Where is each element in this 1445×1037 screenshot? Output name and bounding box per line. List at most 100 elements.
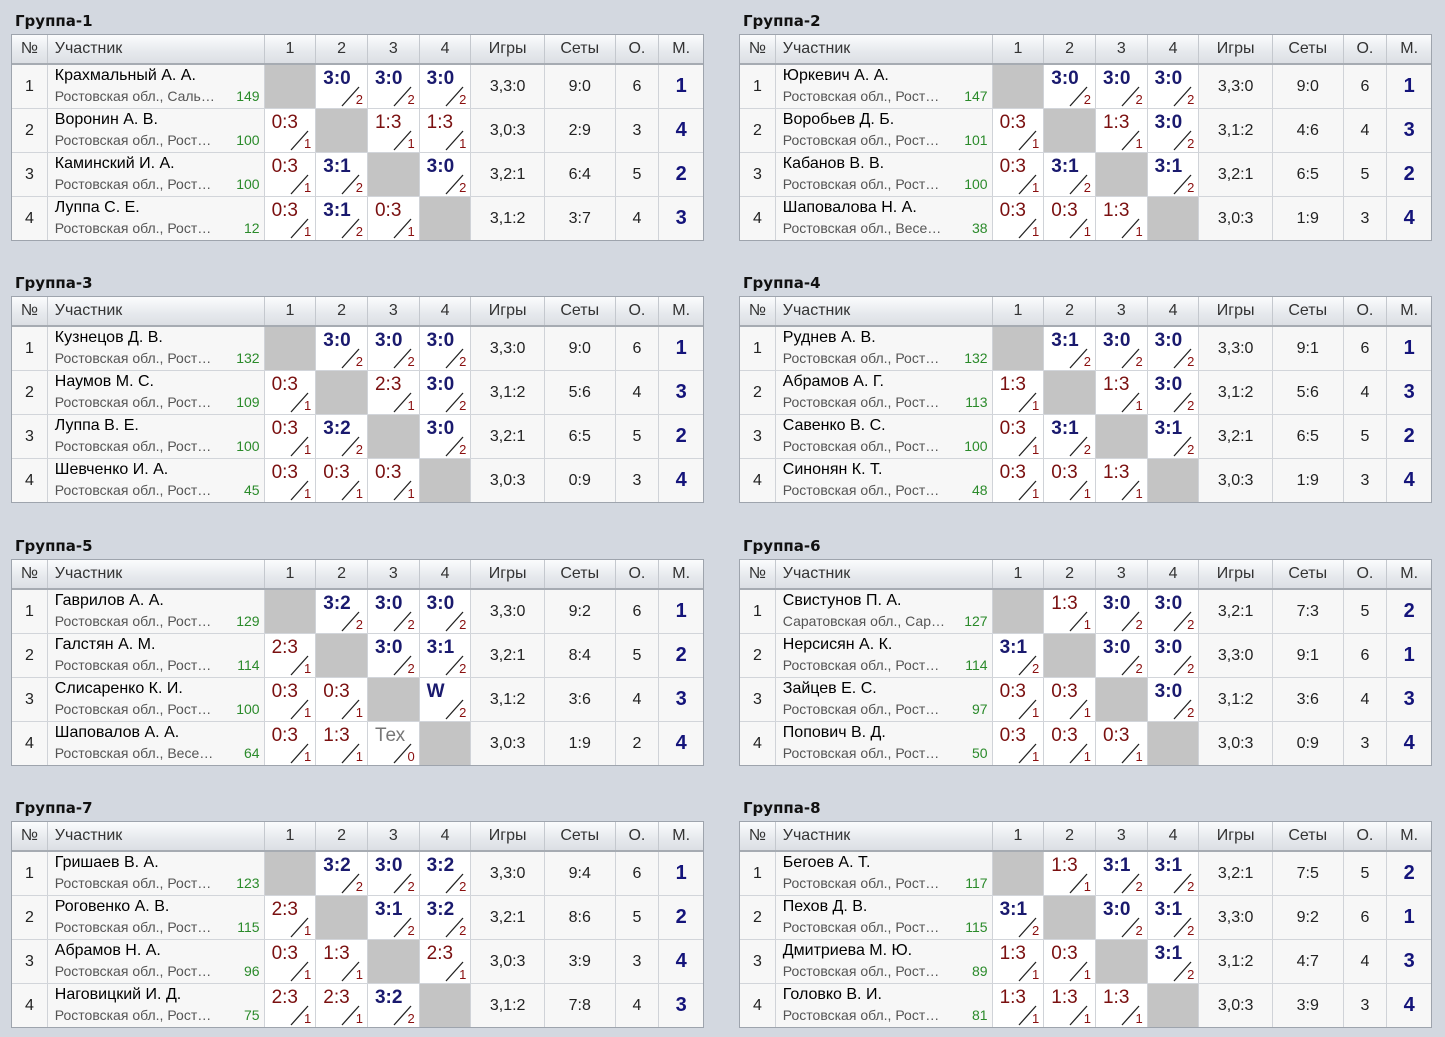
table-row[interactable]: 4 Луппа С. Е. Ростовская обл., Рост… 12 0:3 1… [12,196,704,240]
header-c1[interactable]: 1 [263,560,316,588]
participant-name[interactable]: Дмитриева М. Ю. [782,942,913,959]
header-sets[interactable]: Сеты [543,560,615,588]
header-points[interactable]: О. [614,822,659,850]
participant-cell[interactable]: Шаповалов А. А. Ростовская обл., Весе… 64 [46,722,264,765]
match-score[interactable]: 0:3 [271,462,298,483]
participant-cell[interactable]: Свистунов П. А. Саратовская обл., Сар… 127 [774,590,992,633]
match-result-cell[interactable]: 0:3 1 [1043,197,1095,240]
match-result-cell[interactable]: 3:0 2 [418,327,471,370]
header-c4[interactable]: 4 [418,35,471,63]
match-result-cell[interactable]: 0:3 1 [991,722,1044,765]
participant-cell[interactable]: Воробьев Д. Б. Ростовская обл., Рост… 101 [774,109,992,152]
match-result-cell[interactable]: 1:3 1 [1094,371,1147,414]
header-games[interactable]: Игры [1198,35,1272,63]
header-c4[interactable]: 4 [418,560,471,588]
match-score[interactable]: 0:3 [271,418,298,439]
match-score[interactable]: 3:2 [426,899,455,920]
match-result-cell[interactable]: 3:0 2 [418,153,471,196]
match-result-cell[interactable]: 0:3 1 [1094,722,1147,765]
match-result-cell[interactable]: 2:3 1 [263,896,316,939]
match-result-cell[interactable]: 3:1 2 [1043,153,1095,196]
header-sets[interactable]: Сеты [1271,822,1343,850]
header-points[interactable]: О. [1342,297,1387,325]
match-result-cell[interactable]: 0:3 1 [991,459,1044,502]
match-result-cell[interactable]: 1:3 1 [1094,459,1147,502]
match-score[interactable]: 0:3 [1051,943,1078,964]
match-score[interactable]: 0:3 [374,462,402,483]
match-score[interactable]: 3:0 [374,637,403,658]
participant-name[interactable]: Головко В. И. [782,986,882,1003]
header-sets[interactable]: Сеты [543,35,615,63]
match-result-cell[interactable]: 3:2 2 [315,590,367,633]
header-c2[interactable]: 2 [1043,560,1095,588]
match-result-cell[interactable]: 3:1 2 [1094,852,1147,895]
match-score[interactable]: 0:3 [1051,681,1078,702]
match-result-cell[interactable]: 3:0 2 [315,65,367,108]
header-no[interactable]: № [748,565,766,582]
match-score[interactable]: 3:2 [323,418,351,439]
table-row[interactable]: 1 Свистунов П. А. Саратовская обл., Сар… 12… [740,590,1432,633]
match-score[interactable]: 3:0 [1102,637,1131,658]
match-result-cell[interactable]: 1:3 1 [366,109,419,152]
match-score[interactable]: 1:3 [1102,112,1130,133]
header-c2[interactable]: 2 [315,822,367,850]
participant-name[interactable]: Роговенко А. В. [54,898,170,915]
match-result-cell[interactable]: 3:0 2 [1094,896,1147,939]
match-score[interactable]: 3:1 [1154,855,1183,876]
table-row[interactable]: 2 Воронин А. В. Ростовская обл., Рост… 100 0… [12,108,704,152]
match-result-cell[interactable]: 2:3 1 [263,634,316,677]
participant-cell[interactable]: Крахмальный А. А. Ростовская обл., Саль… 1… [46,65,264,108]
match-score[interactable]: 3:0 [323,330,351,351]
header-c1[interactable]: 1 [263,822,316,850]
match-result-cell[interactable]: 3:0 2 [1094,327,1147,370]
match-score[interactable]: 3:0 [374,68,403,89]
table-row[interactable]: 2 Нерсисян А. К. Ростовская обл., Рост… 114… [740,633,1432,677]
match-score[interactable]: 0:3 [323,681,350,702]
match-result-cell[interactable]: 0:3 1 [1043,722,1095,765]
match-score[interactable]: 0:3 [271,112,298,133]
participant-cell[interactable]: Шаповалова Н. А. Ростовская обл., Весе… 38 [774,197,992,240]
header-sets[interactable]: Сеты [1271,560,1343,588]
match-score[interactable]: 1:3 [999,943,1026,964]
participant-name[interactable]: Воронин А. В. [54,111,158,128]
match-score[interactable]: 0:3 [271,725,298,746]
match-score[interactable]: 3:0 [1154,68,1183,89]
match-score[interactable]: 1:3 [374,112,402,133]
match-result-cell[interactable]: 0:3 1 [263,415,316,458]
header-participant[interactable]: Участник [774,297,992,325]
participant-name[interactable]: Кузнецов Д. В. [54,329,163,346]
header-c2[interactable]: 2 [1043,35,1095,63]
participant-name[interactable]: Зайцев Е. С. [782,680,877,697]
match-score[interactable]: 3:1 [1154,899,1183,920]
match-result-cell[interactable]: 3:1 2 [1146,940,1199,983]
match-score[interactable]: 2:3 [271,987,298,1008]
table-row[interactable]: 4 Шаповалова Н. А. Ростовская обл., Весе… 3… [740,196,1432,240]
participant-cell[interactable]: Слисаренко К. И. Ростовская обл., Рост… 10… [46,678,264,721]
match-score[interactable]: 1:3 [426,112,454,133]
match-result-cell[interactable]: 3:2 2 [418,896,471,939]
participant-cell[interactable]: Зайцев Е. С. Ростовская обл., Рост… 97 [774,678,992,721]
header-games[interactable]: Игры [1198,297,1272,325]
participant-cell[interactable]: Нерсисян А. К. Ростовская обл., Рост… 114 [774,634,992,677]
match-result-cell[interactable]: 3:1 2 [1146,415,1199,458]
header-c2[interactable]: 2 [315,35,367,63]
participant-name[interactable]: Шаповалов А. А. [54,724,180,741]
participant-name[interactable]: Попович В. Д. [782,724,886,741]
match-score[interactable]: 3:1 [323,156,351,177]
match-score[interactable]: 3:0 [1051,68,1079,89]
participant-name[interactable]: Воробьев Д. Б. [782,111,895,128]
header-points[interactable]: О. [614,297,659,325]
match-score[interactable]: 3:1 [1051,156,1079,177]
match-score[interactable]: 3:2 [426,855,455,876]
match-score[interactable]: Тех [374,725,406,746]
match-score[interactable]: 0:3 [323,462,350,483]
header-no[interactable]: № [20,565,38,582]
match-score[interactable]: 0:3 [999,156,1026,177]
match-result-cell[interactable]: 1:3 1 [991,940,1044,983]
match-result-cell[interactable]: 2:3 1 [366,371,419,414]
table-row[interactable]: 4 Шаповалов А. А. Ростовская обл., Весе… 64… [12,721,704,765]
table-row[interactable]: 1 Гришаев В. А. Ростовская обл., Рост… 123 3… [12,852,704,895]
participant-cell[interactable]: Савенко В. С. Ростовская обл., Рост… 100 [774,415,992,458]
match-result-cell[interactable]: 0:3 1 [315,678,367,721]
